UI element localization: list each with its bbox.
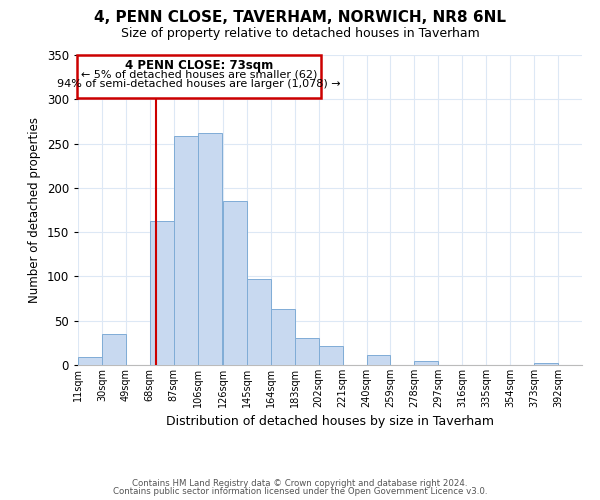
Bar bbox=[150, 220, 174, 365]
Bar bbox=[223, 201, 247, 365]
Bar bbox=[102, 334, 126, 365]
Bar bbox=[247, 279, 271, 365]
Bar bbox=[415, 360, 439, 365]
Text: 4, PENN CLOSE, TAVERHAM, NORWICH, NR8 6NL: 4, PENN CLOSE, TAVERHAM, NORWICH, NR8 6N… bbox=[94, 10, 506, 25]
Text: Contains public sector information licensed under the Open Government Licence v3: Contains public sector information licen… bbox=[113, 487, 487, 496]
Bar bbox=[367, 356, 391, 365]
Text: ← 5% of detached houses are smaller (62): ← 5% of detached houses are smaller (62) bbox=[81, 69, 317, 79]
Text: Size of property relative to detached houses in Taverham: Size of property relative to detached ho… bbox=[121, 28, 479, 40]
Bar bbox=[271, 309, 295, 365]
Bar bbox=[78, 357, 102, 365]
Bar bbox=[198, 133, 221, 365]
X-axis label: Distribution of detached houses by size in Taverham: Distribution of detached houses by size … bbox=[166, 416, 494, 428]
Bar bbox=[534, 363, 558, 365]
Y-axis label: Number of detached properties: Number of detached properties bbox=[28, 117, 41, 303]
Text: 94% of semi-detached houses are larger (1,078) →: 94% of semi-detached houses are larger (… bbox=[57, 79, 341, 89]
Bar bbox=[295, 338, 319, 365]
Bar bbox=[174, 136, 198, 365]
Text: Contains HM Land Registry data © Crown copyright and database right 2024.: Contains HM Land Registry data © Crown c… bbox=[132, 478, 468, 488]
FancyBboxPatch shape bbox=[77, 55, 321, 98]
Bar bbox=[319, 346, 343, 365]
Text: 4 PENN CLOSE: 73sqm: 4 PENN CLOSE: 73sqm bbox=[125, 60, 273, 72]
